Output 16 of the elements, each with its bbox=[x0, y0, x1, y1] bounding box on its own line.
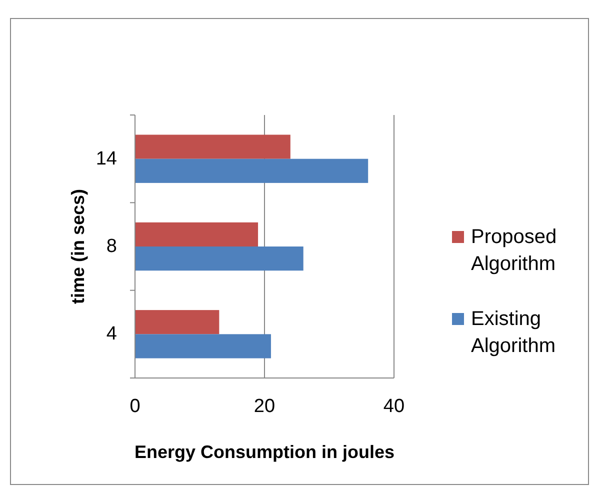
y-tick-label: 8 bbox=[106, 236, 117, 257]
x-tick-label: 40 bbox=[383, 396, 405, 417]
y-tick-label: 4 bbox=[106, 324, 118, 345]
bar bbox=[135, 310, 220, 334]
bar bbox=[135, 334, 271, 358]
legend-label: Existing Algorithm bbox=[471, 308, 556, 357]
y-axis-title: time (in secs) bbox=[68, 188, 88, 304]
bar bbox=[135, 222, 258, 246]
y-tick-label: 14 bbox=[96, 148, 118, 170]
x-tick-label: 0 bbox=[130, 396, 140, 417]
x-axis-title: Energy Consumption in joules bbox=[134, 442, 395, 462]
bar bbox=[135, 134, 290, 159]
bar bbox=[135, 246, 304, 271]
bar bbox=[135, 158, 368, 183]
x-tick-label: 20 bbox=[254, 396, 276, 417]
legend-label: Proposed Algorithm bbox=[471, 226, 557, 275]
